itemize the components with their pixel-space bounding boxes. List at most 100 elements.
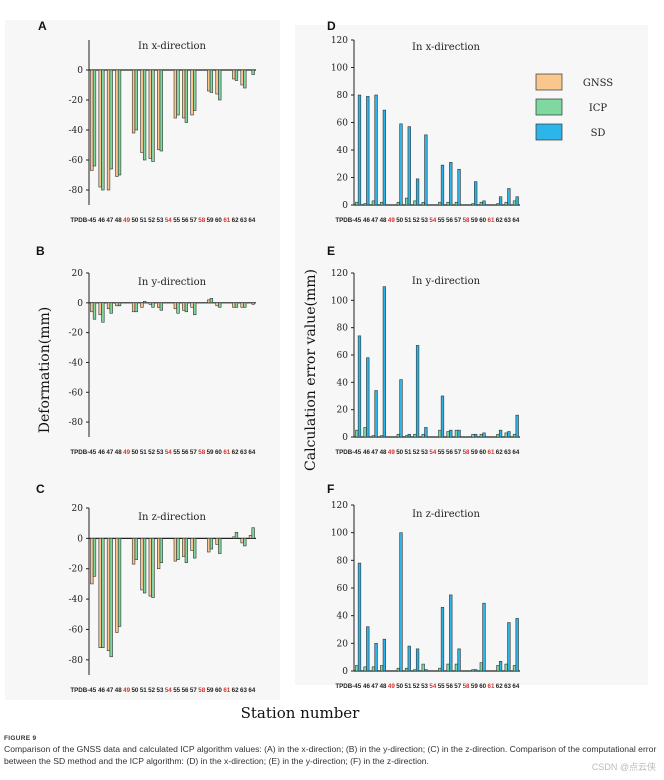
x-tick-label: 50: [396, 449, 403, 456]
x-tick-label: 64: [248, 217, 255, 224]
y-tick-label: 40: [337, 612, 349, 622]
bar-icp: [404, 435, 409, 438]
bar-gnss: [232, 302, 236, 308]
x-tick-label: 47: [106, 687, 113, 694]
bar-icp: [184, 302, 188, 313]
x-tick-label: 63: [504, 217, 511, 224]
x-tick-label: 54: [165, 687, 172, 694]
x-tick-label: 50: [396, 217, 403, 224]
x-axis-label: Station number: [241, 704, 361, 722]
bar-gnss: [190, 302, 194, 308]
bar-gnss: [173, 538, 177, 562]
x-tick-label: 63: [504, 449, 511, 456]
x-tick-label: 61: [488, 683, 495, 690]
bar-gnss: [207, 299, 211, 304]
x-tick-label: 52: [413, 449, 420, 456]
panel-letter: E: [327, 244, 335, 258]
bar-gnss: [182, 302, 186, 311]
bar-sd: [482, 602, 486, 672]
x-tick-label: 62: [232, 687, 239, 694]
y-tick-label: -40: [69, 126, 84, 136]
bar-sd: [498, 196, 503, 206]
bar-icp: [134, 302, 138, 313]
bar-gnss: [90, 538, 94, 585]
bar-gnss: [232, 536, 236, 539]
x-tick-label: 46: [98, 687, 105, 694]
bar-icp: [363, 427, 367, 438]
bar-sd: [382, 109, 387, 206]
bar-gnss: [248, 535, 253, 539]
x-tick-label: 60: [479, 683, 486, 690]
x-tick-label: 58: [463, 449, 470, 456]
bar-icp: [479, 433, 483, 438]
x-tick-label: 54: [165, 217, 172, 224]
x-tick-label: 48: [115, 449, 122, 456]
x-tick-label: 61: [488, 449, 495, 456]
bar-icp: [159, 538, 163, 563]
bar-gnss: [182, 69, 186, 119]
bar-icp: [454, 201, 459, 206]
bar-gnss: [232, 69, 236, 80]
panel-letter: B: [36, 244, 45, 258]
legend-label-icp: ICP: [589, 103, 608, 114]
bar-sd: [449, 429, 453, 438]
panel-title: In z-direction: [138, 512, 206, 523]
bar-icp: [363, 666, 367, 672]
bar-icp: [142, 538, 147, 594]
x-tick-label: 58: [463, 683, 470, 690]
x-tick-label: 55: [438, 217, 445, 224]
x-tick-label: 53: [421, 449, 428, 456]
watermark: CSDN @点云侠: [591, 762, 656, 772]
bar-icp: [413, 669, 417, 672]
x-tick-label: 48: [380, 449, 387, 456]
bar-sd: [415, 178, 420, 206]
bar-gnss: [106, 69, 111, 191]
x-tick-label: 48: [115, 687, 122, 694]
x-tick-label: TPDB-45: [335, 683, 361, 690]
bar-sd: [474, 669, 478, 672]
bar-sd: [357, 562, 362, 672]
bar-icp: [251, 527, 255, 539]
y-tick-label: 0: [77, 299, 83, 309]
y-tick-label: 0: [77, 534, 83, 544]
x-tick-label: TPDB-45: [70, 217, 96, 224]
bar-gnss: [240, 69, 244, 86]
bar-icp: [218, 538, 222, 554]
bar-sd: [407, 645, 411, 672]
figure-caption: Comparison of the GNSS data and calculat…: [4, 744, 657, 766]
bar-gnss: [240, 302, 244, 308]
bar-icp: [134, 538, 138, 560]
bar-icp: [209, 538, 214, 550]
bar-icp: [101, 538, 105, 648]
bar-sd: [382, 638, 387, 672]
bar-icp: [479, 662, 483, 672]
bar-sd: [515, 414, 519, 438]
bar-icp: [371, 200, 376, 206]
legend-label-sd: SD: [591, 128, 606, 139]
bar-icp: [109, 69, 113, 170]
bar-icp: [471, 669, 475, 672]
bar-gnss: [131, 69, 136, 134]
bar-sd: [366, 357, 370, 438]
bar-icp: [209, 298, 214, 304]
bar-icp: [471, 433, 475, 438]
y-tick-label: 20: [337, 406, 349, 416]
bar-sd: [474, 181, 478, 206]
x-tick-label: 57: [454, 217, 461, 224]
bar-sd: [382, 286, 387, 438]
panel-letter: C: [36, 482, 45, 496]
bar-icp: [234, 302, 239, 308]
bar-gnss: [240, 538, 244, 544]
panel-letter: D: [327, 19, 336, 33]
bar-sd: [407, 433, 411, 438]
bar-icp: [396, 667, 400, 672]
bar-sd: [507, 188, 511, 206]
bar-icp: [92, 69, 97, 167]
y-tick-label: 100: [331, 529, 348, 539]
bar-icp: [438, 667, 442, 672]
x-tick-label: 52: [148, 217, 155, 224]
bar-icp: [421, 433, 425, 438]
bar-gnss: [140, 302, 144, 308]
